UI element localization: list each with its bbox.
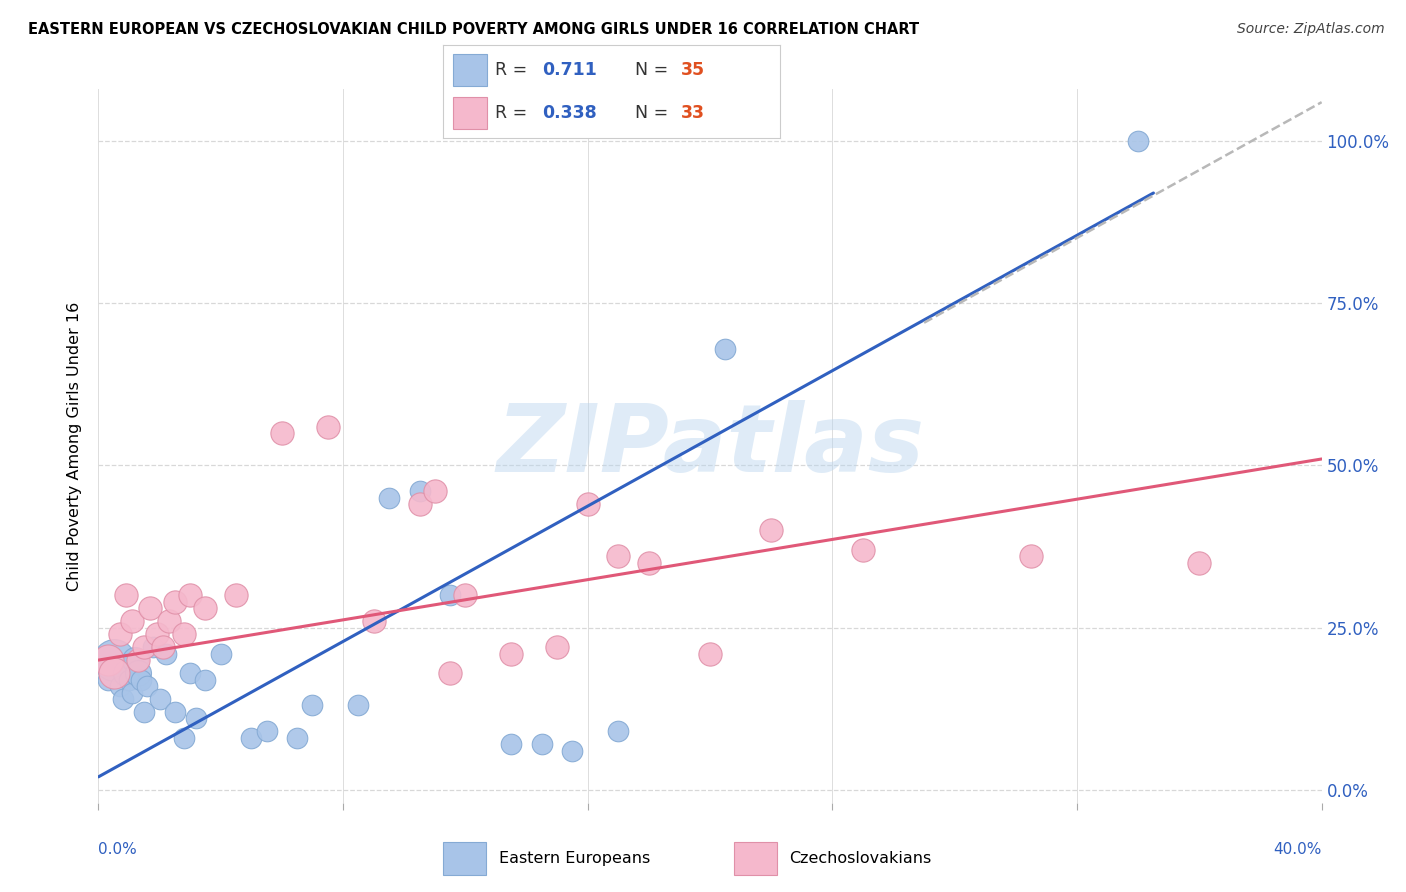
Point	[607, 724, 630, 739]
FancyBboxPatch shape	[453, 97, 486, 129]
Point	[194, 673, 217, 687]
Point	[186, 711, 208, 725]
Point	[134, 640, 156, 654]
Point	[561, 744, 583, 758]
Text: 0.338: 0.338	[543, 104, 598, 122]
Point	[761, 524, 783, 538]
Point	[363, 614, 385, 628]
Y-axis label: Child Poverty Among Girls Under 16: Child Poverty Among Girls Under 16	[67, 301, 83, 591]
Point	[163, 705, 186, 719]
Point	[142, 640, 165, 654]
Point	[173, 627, 195, 641]
Text: Czechoslovakians: Czechoslovakians	[790, 851, 932, 866]
FancyBboxPatch shape	[453, 54, 486, 86]
Text: R =: R =	[495, 61, 533, 78]
Point	[97, 673, 120, 687]
Text: EASTERN EUROPEAN VS CZECHOSLOVAKIAN CHILD POVERTY AMONG GIRLS UNDER 16 CORRELATI: EASTERN EUROPEAN VS CZECHOSLOVAKIAN CHIL…	[28, 22, 920, 37]
Point	[152, 640, 174, 654]
Point	[301, 698, 323, 713]
Point	[714, 342, 737, 356]
Point	[173, 731, 195, 745]
Point	[121, 685, 143, 699]
Text: N =: N =	[636, 61, 673, 78]
Point	[423, 484, 446, 499]
Point	[108, 627, 131, 641]
Point	[145, 627, 167, 641]
Point	[103, 653, 125, 667]
Point	[225, 588, 247, 602]
Point	[209, 647, 232, 661]
Point	[439, 666, 461, 681]
Point	[378, 491, 401, 505]
Point	[408, 484, 430, 499]
Point	[546, 640, 568, 654]
Point	[97, 653, 120, 667]
Point	[149, 692, 172, 706]
Point	[118, 673, 141, 687]
Point	[115, 588, 138, 602]
Point	[127, 653, 149, 667]
Point	[316, 419, 339, 434]
Point	[163, 595, 186, 609]
FancyBboxPatch shape	[734, 842, 778, 875]
Point	[240, 731, 263, 745]
Text: 0.0%: 0.0%	[98, 842, 138, 857]
Text: Source: ZipAtlas.com: Source: ZipAtlas.com	[1237, 22, 1385, 37]
Point	[136, 679, 159, 693]
Point	[501, 738, 523, 752]
Point	[576, 497, 599, 511]
Point	[347, 698, 370, 713]
Point	[157, 614, 180, 628]
Point	[111, 692, 134, 706]
Point	[1128, 134, 1150, 148]
Text: ZIPatlas: ZIPatlas	[496, 400, 924, 492]
Point	[121, 614, 143, 628]
Point	[127, 666, 149, 681]
Point	[256, 724, 278, 739]
Text: Eastern Europeans: Eastern Europeans	[499, 851, 650, 866]
Point	[501, 647, 523, 661]
Point	[139, 601, 162, 615]
Point	[194, 601, 217, 615]
Text: 40.0%: 40.0%	[1274, 842, 1322, 857]
Text: 35: 35	[681, 61, 704, 78]
Text: 33: 33	[681, 104, 704, 122]
Point	[270, 425, 294, 440]
FancyBboxPatch shape	[443, 842, 486, 875]
Point	[439, 588, 461, 602]
Point	[454, 588, 477, 602]
Point	[103, 666, 125, 681]
Point	[179, 588, 201, 602]
Point	[530, 738, 553, 752]
Point	[1019, 549, 1042, 564]
Point	[1188, 556, 1211, 570]
Point	[179, 666, 201, 681]
Point	[408, 497, 430, 511]
Point	[134, 705, 156, 719]
Text: 0.711: 0.711	[543, 61, 598, 78]
Point	[108, 679, 131, 693]
Text: N =: N =	[636, 104, 673, 122]
Point	[155, 647, 177, 661]
Point	[607, 549, 630, 564]
Point	[129, 673, 152, 687]
Point	[115, 666, 138, 681]
Point	[124, 653, 146, 667]
Point	[852, 542, 875, 557]
Point	[285, 731, 308, 745]
Point	[699, 647, 721, 661]
Text: R =: R =	[495, 104, 533, 122]
Point	[638, 556, 661, 570]
